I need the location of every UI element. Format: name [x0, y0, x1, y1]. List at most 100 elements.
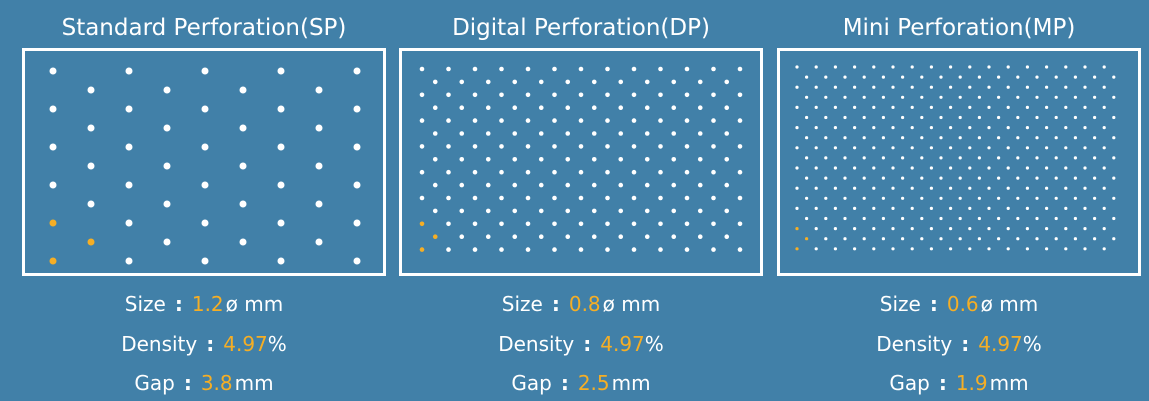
perforation-dot	[538, 79, 544, 85]
perforation-dot	[419, 92, 425, 98]
perforation-dot	[872, 126, 876, 130]
perforation-dot	[1073, 156, 1077, 160]
perforation-dot	[872, 85, 876, 89]
perforation-dot	[459, 157, 465, 162]
perforation-dot	[833, 227, 837, 231]
perforation-dot	[862, 237, 866, 241]
perforation-dot	[87, 124, 95, 132]
perforation-dot	[605, 247, 610, 252]
perforation-dot	[949, 166, 953, 170]
perforation-dot	[1102, 247, 1106, 251]
perforation-dot	[1093, 196, 1097, 200]
perforation-dot	[1025, 105, 1029, 109]
perforation-dot	[920, 216, 924, 221]
perforation-dot	[472, 247, 478, 252]
perforation-dot	[1112, 95, 1116, 99]
perforation-dot-grid	[795, 65, 1116, 251]
perforation-dot	[671, 157, 677, 162]
perforation-dot	[163, 162, 171, 170]
perforation-dot	[446, 144, 451, 149]
perforation-dot	[163, 124, 171, 132]
perforation-dot	[565, 105, 571, 110]
perforation-dot	[958, 156, 962, 160]
perforation-dot	[824, 115, 828, 120]
perforation-dot	[605, 118, 610, 123]
perforation-dot	[49, 181, 57, 189]
perforation-dot	[201, 257, 209, 265]
perforation-dot	[538, 182, 544, 188]
perforation-dot	[697, 208, 703, 214]
perforation-dot	[929, 206, 933, 210]
perforation-dot	[843, 136, 847, 140]
perforation-dot	[1093, 136, 1097, 140]
perforation-dot	[833, 105, 837, 109]
panel-title: Standard Perforation(SP)	[61, 15, 347, 41]
perforation-dot	[901, 237, 905, 241]
perforation-dot	[125, 67, 133, 75]
perforation-dot	[538, 234, 544, 239]
perforation-dot	[968, 247, 972, 251]
perforation-dot	[1073, 115, 1077, 120]
perforation-dot	[671, 234, 677, 239]
perforation-dot	[1102, 206, 1106, 210]
perforation-dot	[419, 66, 425, 72]
highlight-perforation-dot	[49, 219, 57, 227]
gap-value: 2.5	[577, 371, 610, 395]
perforation-dot	[833, 85, 837, 89]
gap-unit: mm	[989, 371, 1029, 395]
perforation-dot	[552, 221, 557, 227]
perforation-dot	[853, 186, 857, 190]
perforation-dot	[1016, 115, 1020, 120]
perforation-dot	[671, 182, 677, 188]
perforation-dot	[843, 75, 847, 79]
perforation-dot	[724, 234, 730, 239]
separator: :	[206, 332, 215, 356]
perforation-dot	[499, 221, 504, 227]
perforation-dot	[910, 186, 914, 190]
perforation-dot	[578, 66, 584, 72]
gap-spec: Gap:3.8 mm	[22, 371, 386, 395]
perforation-dot	[1035, 237, 1039, 241]
perforation-dot	[1054, 216, 1058, 221]
perforation-dot	[1102, 146, 1106, 150]
perforation-dot	[853, 105, 857, 109]
perforation-dot	[872, 146, 876, 150]
perforation-dot	[618, 208, 624, 214]
perforation-dot	[1064, 247, 1068, 251]
perforation-dot	[419, 195, 425, 201]
perforation-dot	[565, 182, 571, 188]
perforation-dot	[552, 169, 557, 175]
size-label: Size	[879, 292, 921, 316]
perforation-dot	[565, 208, 571, 214]
perforation-dot	[446, 92, 451, 98]
perforation-dot	[315, 238, 323, 246]
perforation-dot	[605, 144, 610, 149]
perforation-dot	[872, 227, 876, 231]
perforation-dot	[987, 166, 991, 170]
perforation-dot	[658, 144, 663, 149]
perforation-dot	[485, 157, 491, 162]
perforation-dot	[958, 196, 962, 200]
perforation-dot	[1064, 146, 1068, 150]
perforation-dot	[910, 105, 914, 109]
perforation-dot	[939, 156, 943, 160]
perforation-dot	[485, 105, 491, 110]
perforation-dot	[499, 92, 504, 98]
perforation-dot	[591, 131, 597, 136]
perforation-dot	[644, 208, 650, 214]
panel-title: Mini Perforation(MP)	[842, 15, 1076, 41]
perforation-dot	[644, 131, 650, 136]
perforation-dot	[591, 105, 597, 110]
size-label: Size	[501, 292, 543, 316]
perforation-dot	[737, 247, 743, 252]
perforation-dot	[805, 196, 809, 200]
highlight-perforation-dot	[49, 257, 57, 265]
perforation-dot	[1093, 75, 1097, 79]
perforation-dot	[578, 195, 584, 201]
perforation-dot	[968, 146, 972, 150]
perforation-dot	[49, 67, 57, 75]
perforation-dot	[949, 105, 953, 109]
perforation-dot	[805, 216, 809, 221]
perforation-dot	[805, 115, 809, 120]
perforation-dot	[929, 166, 933, 170]
